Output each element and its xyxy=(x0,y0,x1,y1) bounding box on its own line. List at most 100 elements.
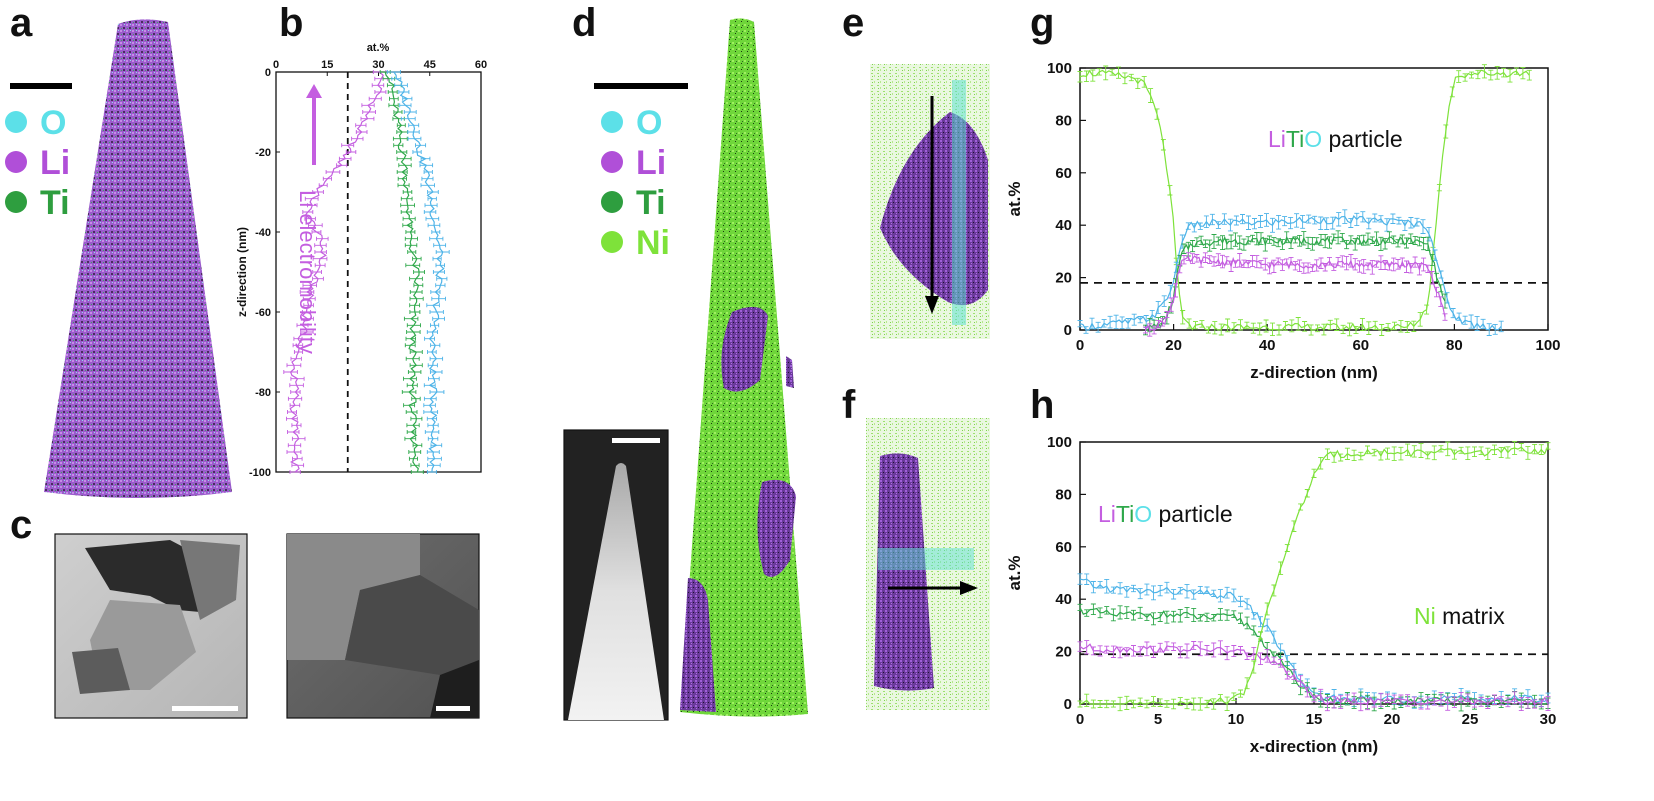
particle-d1 xyxy=(721,306,768,392)
g-y-tick-label: 100 xyxy=(1047,60,1072,77)
panel-label-e: e xyxy=(842,1,864,45)
b-x-tick-label: 60 xyxy=(475,59,487,71)
g-x-tick-label: 40 xyxy=(1259,337,1276,354)
scale-bar-c1 xyxy=(172,706,238,711)
series-h-ni-line xyxy=(1079,445,1549,705)
sem-tip-shape xyxy=(568,463,664,720)
g-y-tick-label: 60 xyxy=(1055,165,1072,182)
g-x-tick-label: 60 xyxy=(1352,337,1369,354)
legend-d-dot-o xyxy=(601,111,623,133)
li-electromobility-label: Li electromobility xyxy=(295,190,320,354)
h-y-tick-label: 20 xyxy=(1055,644,1072,661)
particle-d2 xyxy=(786,356,794,388)
h-y-tick-label: 80 xyxy=(1055,486,1072,503)
b-x-tick-label: 30 xyxy=(372,59,384,71)
crystal-c1-d xyxy=(72,648,130,694)
y-ticks-g: 0 20 40 60 80 100 xyxy=(1047,60,1086,339)
series-h-ni-errorbars xyxy=(1077,441,1551,712)
series-g-li-errorbars xyxy=(1143,252,1448,337)
h-x-tick-label: 15 xyxy=(1306,711,1323,728)
b-y-tick-label: -80 xyxy=(255,387,271,399)
h-y-tick-label: 100 xyxy=(1047,434,1072,451)
g-x-tick-label: 20 xyxy=(1165,337,1182,354)
legend-d-dot-li xyxy=(601,151,623,173)
legend-d-label-li: Li xyxy=(636,144,666,182)
y-ticks-b: 0 -20 -40 -60 -80 -100 xyxy=(249,67,280,479)
li-arrow-head-b xyxy=(306,84,322,98)
legend-a-label-o: O xyxy=(40,104,66,142)
panel-label-h: h xyxy=(1030,383,1054,427)
plot-frame-g xyxy=(1079,67,1549,331)
x-axis-label-g: z-direction (nm) xyxy=(1250,363,1378,382)
ni-matrix-label-h: Ni matrix xyxy=(1414,603,1505,629)
series-group-b xyxy=(283,70,450,474)
roi-cylinder-e xyxy=(952,80,966,325)
y-axis-label-g: at.% xyxy=(1005,182,1024,217)
h-y-tick-label: 60 xyxy=(1055,539,1072,556)
series-g-ni-errorbars xyxy=(1077,64,1532,337)
b-x-tick-label: 0 xyxy=(273,59,279,71)
g-y-tick-label: 20 xyxy=(1055,270,1072,287)
legend-d-dot-ti xyxy=(601,191,623,213)
legend-a-dot-ti xyxy=(5,191,27,213)
h-x-tick-label: 25 xyxy=(1462,711,1479,728)
panel-f xyxy=(866,418,990,710)
legend-a-dot-o xyxy=(5,111,27,133)
b-y-tick-label: -20 xyxy=(255,147,271,159)
h-y-tick-label: 0 xyxy=(1064,696,1072,713)
series-h-o-line xyxy=(1079,578,1549,704)
legend-d-dot-ni xyxy=(601,231,623,253)
g-x-tick-label: 80 xyxy=(1446,337,1463,354)
roi-cylinder-f xyxy=(878,548,974,570)
crystal-c2-a xyxy=(287,534,420,660)
h-x-tick-label: 5 xyxy=(1154,711,1162,728)
b-x-tick-label: 45 xyxy=(424,59,436,71)
h-x-tick-label: 20 xyxy=(1384,711,1401,728)
panel-c xyxy=(54,533,480,719)
b-x-tick-label: 15 xyxy=(321,59,333,71)
legend-d-label-o: O xyxy=(636,104,662,142)
legend-a-label-ti: Ti xyxy=(40,184,70,222)
lito-particle-label-h: LiTiO particle xyxy=(1098,501,1233,527)
panel-h: 0 5 10 15 20 25 30 0 20 40 60 80 100 x-direction (n… xyxy=(1005,434,1556,756)
y-ticks-h: 0 20 40 60 80 100 xyxy=(1047,434,1086,713)
profile-arrow-head-e xyxy=(925,296,939,314)
series-h-li-errorbars xyxy=(1077,640,1551,712)
g-x-tick-label: 0 xyxy=(1076,337,1084,354)
legend-d-label-ni: Ni xyxy=(636,224,670,262)
g-y-tick-label: 0 xyxy=(1064,322,1072,339)
y-axis-label-b: z-direction (nm) xyxy=(235,227,249,317)
scale-bar-a xyxy=(10,83,72,89)
panel-b: at.% z-direction (nm) 0 15 30 45 60 0 -20 -40 -… xyxy=(235,42,487,479)
series-group-g xyxy=(1077,64,1532,337)
crystal-c2-b xyxy=(345,575,479,675)
series-b-li-errorbars xyxy=(283,70,389,474)
h-x-tick-label: 30 xyxy=(1540,711,1557,728)
apt-reconstruction-a xyxy=(44,19,232,499)
particle-f xyxy=(874,453,934,691)
crystal-c2-c xyxy=(430,660,479,718)
b-y-tick-label: -40 xyxy=(255,227,271,239)
x-ticks-g: 0 20 40 60 80 100 xyxy=(1076,324,1561,354)
panel-label-b: b xyxy=(279,1,303,45)
g-x-tick-label: 100 xyxy=(1535,337,1560,354)
panel-g: 0 20 40 60 80 100 0 20 40 60 80 100 z-direction (n… xyxy=(1005,60,1561,382)
lito-particle-label-g: LiTiO particle xyxy=(1268,126,1403,152)
scale-bar-d xyxy=(594,83,688,89)
scale-bar-d-inset xyxy=(612,438,660,443)
plot-frame-h xyxy=(1079,441,1549,705)
series-b-ti-errorbars xyxy=(379,70,425,474)
panel-label-c: c xyxy=(10,503,32,547)
g-y-tick-label: 40 xyxy=(1055,217,1072,234)
series-b-o-errorbars xyxy=(386,70,450,474)
h-x-tick-label: 0 xyxy=(1076,711,1084,728)
y-axis-label-h: at.% xyxy=(1005,556,1024,591)
series-group-h xyxy=(1077,441,1551,712)
series-g-ni-line xyxy=(1079,69,1530,331)
x-axis-label-b: at.% xyxy=(367,42,390,54)
